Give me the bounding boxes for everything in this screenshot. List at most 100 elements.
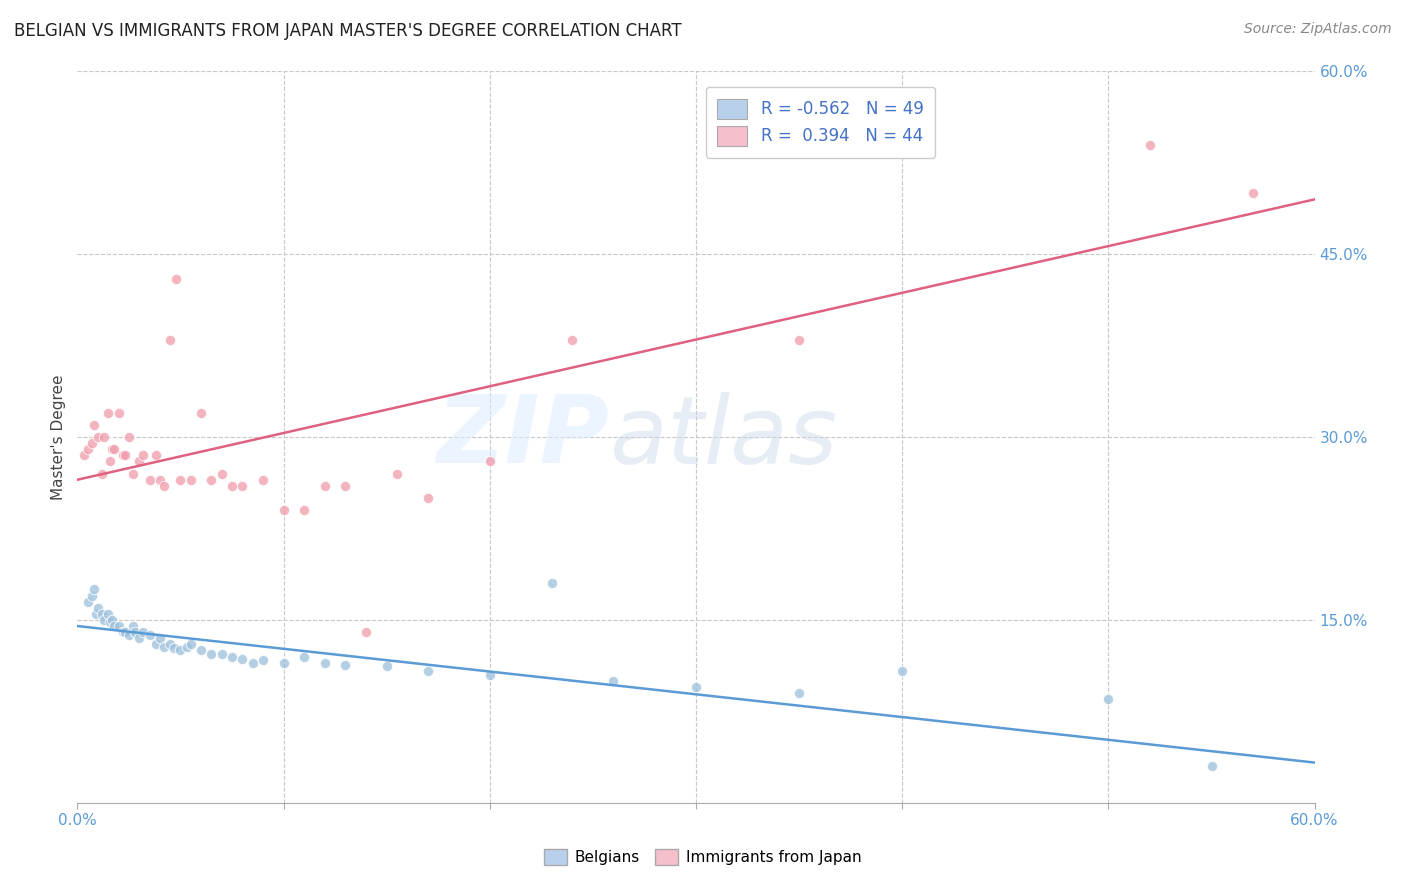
Point [292,503,315,517]
Point [416,664,439,678]
Point [72,449,94,463]
Point [221,649,243,664]
Point [211,647,233,661]
Point [163,640,186,655]
Point [149,473,172,487]
Point [101,442,124,457]
Point [478,667,501,681]
Point [111,449,134,463]
Point [76,594,98,608]
Legend: Belgians, Immigrants from Japan: Belgians, Immigrants from Japan [538,843,868,871]
Point [91,467,114,481]
Point [273,503,295,517]
Point [314,479,336,493]
Legend: R = -0.562   N = 49, R =  0.394   N = 44: R = -0.562 N = 49, R = 0.394 N = 44 [706,87,935,158]
Point [385,467,408,481]
Point [101,613,124,627]
Text: atlas: atlas [609,392,838,483]
Point [169,643,191,657]
Point [76,442,98,457]
Point [138,627,160,641]
Point [93,430,115,444]
Point [159,637,181,651]
Point [1097,692,1119,706]
Point [132,449,155,463]
Point [138,473,160,487]
Point [97,406,120,420]
Point [180,473,202,487]
Point [335,658,357,673]
Text: BELGIAN VS IMMIGRANTS FROM JAPAN MASTER'S DEGREE CORRELATION CHART: BELGIAN VS IMMIGRANTS FROM JAPAN MASTER'… [14,22,682,40]
Point [114,625,136,640]
Point [335,479,357,493]
Point [242,656,264,670]
Point [98,454,121,468]
Point [84,607,107,621]
Point [145,449,167,463]
Point [107,619,129,633]
Point [252,653,274,667]
Point [118,627,141,641]
Point [221,479,243,493]
Point [97,607,120,621]
Point [561,333,583,347]
Point [128,632,150,646]
Point [165,271,187,285]
Point [149,632,172,646]
Point [231,652,253,666]
Point [478,454,501,468]
Point [91,607,114,621]
Point [145,637,167,651]
Point [273,656,295,670]
Point [685,680,707,694]
Point [122,619,145,633]
Point [103,442,125,457]
Point [190,643,212,657]
Point [111,625,134,640]
Point [602,673,624,688]
Point [93,613,115,627]
Point [252,473,274,487]
Point [787,686,810,700]
Point [1139,137,1161,152]
Point [153,479,176,493]
Point [375,659,398,673]
Point [176,640,198,654]
Point [80,436,103,450]
Point [103,619,125,633]
Point [416,491,439,505]
Point [83,582,105,597]
Point [153,640,176,654]
Point [540,576,562,591]
Point [80,589,103,603]
Point [200,647,222,661]
Point [891,664,914,678]
Text: Source: ZipAtlas.com: Source: ZipAtlas.com [1244,22,1392,37]
Point [118,430,141,444]
Point [122,467,145,481]
Point [114,449,136,463]
Point [314,656,336,670]
Point [128,454,150,468]
Point [169,473,191,487]
Point [107,406,129,420]
Point [211,467,233,481]
Point [1201,759,1223,773]
Point [87,430,110,444]
Point [787,333,810,347]
Point [354,625,377,640]
Point [159,333,181,347]
Point [132,625,155,640]
Text: ZIP: ZIP [436,391,609,483]
Point [98,615,121,630]
Point [87,600,110,615]
Point [231,479,253,493]
Point [292,649,315,664]
Point [1241,186,1264,201]
Point [200,473,222,487]
Y-axis label: Master's Degree: Master's Degree [51,375,66,500]
Point [124,625,146,640]
Point [83,417,105,432]
Point [180,637,202,651]
Point [190,406,212,420]
